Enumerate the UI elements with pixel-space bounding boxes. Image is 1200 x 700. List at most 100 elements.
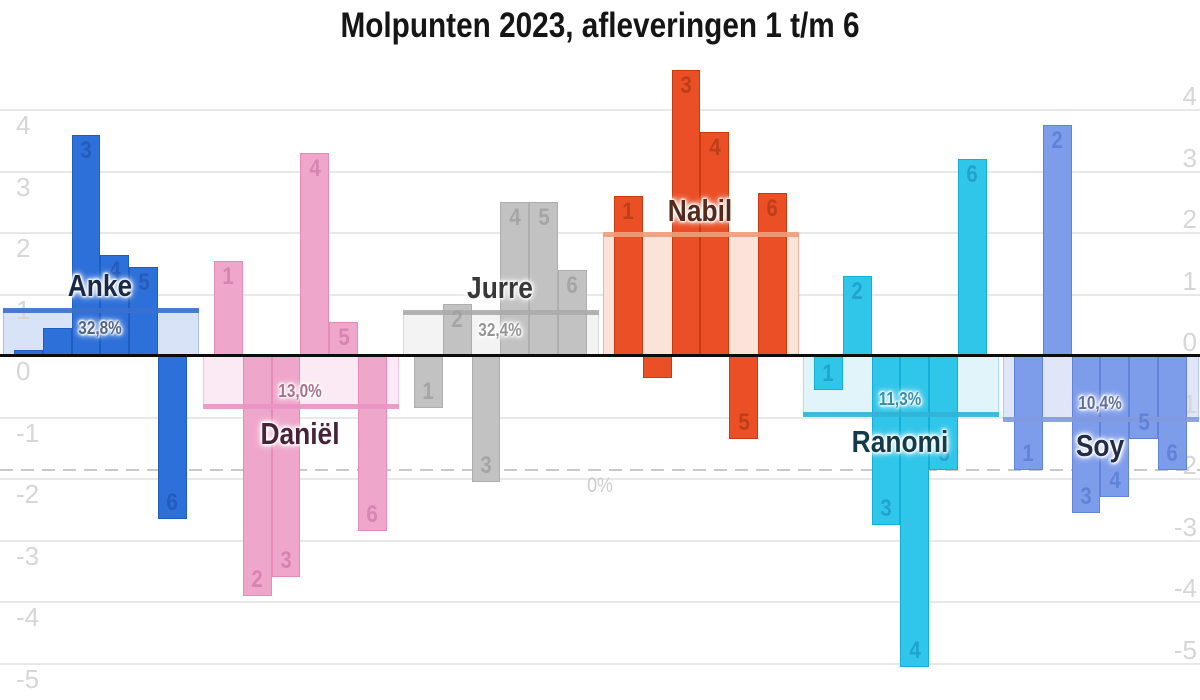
bar-ranomi-ep3 (871, 356, 901, 526)
name-label-danil: Daniël (260, 415, 340, 451)
bar-label-jurre-ep4: 4 (509, 204, 521, 232)
bar-nabil-ep4 (700, 131, 730, 356)
bar-label-anke-ep6: 6 (166, 488, 179, 516)
name-label-ranomi: Ranomi (851, 423, 949, 459)
bar-label-soy-ep3: 3 (1080, 482, 1092, 510)
bar-label-ranomi-ep4: 4 (909, 636, 921, 664)
bar-label-ranomi-ep2: 2 (851, 278, 863, 306)
bar-label-soy-ep1: 1 (1022, 439, 1035, 467)
gridline--5 (0, 662, 1200, 665)
name-label-jurre: Jurre (467, 270, 533, 306)
bar-jurre-ep4 (500, 202, 530, 356)
name-label-soy: Soy (1075, 428, 1125, 464)
bar-ranomi-ep6 (958, 159, 987, 356)
y-axis-label-left--2: -2 (16, 479, 40, 509)
bar-nabil-ep6 (758, 193, 787, 356)
zero-line (0, 354, 1200, 357)
bar-label-jurre-ep2: 2 (451, 305, 463, 333)
bar-nabil-ep3 (671, 70, 701, 356)
bar-label-danil-ep1: 1 (222, 262, 235, 290)
bar-soy-ep3 (1071, 356, 1101, 513)
bar-nabil-ep5 (729, 356, 758, 440)
bar-label-soy-ep4: 4 (1109, 467, 1121, 495)
bar-label-jurre-ep6: 6 (566, 271, 579, 299)
bar-label-soy-ep5: 5 (1137, 409, 1150, 437)
bar-label-anke-ep4: 4 (109, 256, 121, 284)
pct-label-jurre: 32,4% (478, 320, 522, 341)
bar-label-anke-ep3: 3 (80, 136, 92, 164)
band-line-soy (1003, 416, 1199, 422)
bar-label-danil-ep4: 4 (309, 155, 321, 183)
band-line-nabil (603, 232, 799, 238)
bar-soy-ep6 (1158, 356, 1187, 470)
bar-soy-ep2 (1042, 125, 1072, 356)
bar-label-jurre-ep3: 3 (480, 452, 492, 480)
bar-danil-ep2 (242, 356, 272, 596)
bar-label-ranomi-ep5: 5 (937, 439, 950, 467)
y-axis-label-left--4: -4 (16, 602, 40, 632)
y-axis-label-right-2: 2 (1182, 204, 1197, 234)
bar-label-jurre-ep1: 1 (422, 378, 435, 406)
bar-danil-ep3 (271, 356, 301, 578)
bar-jurre-ep1 (414, 356, 443, 409)
chart-title: Molpunten 2023, afleveringen 1 t/m 6 (340, 6, 860, 45)
bar-label-anke-ep5: 5 (137, 268, 150, 296)
gridline--3 (0, 539, 1200, 542)
bar-danil-ep4 (300, 153, 330, 356)
gridline--2 (0, 478, 1200, 480)
pct-zero-label: 0% (587, 474, 613, 497)
y-axis-label-right--3: -3 (1173, 511, 1197, 542)
gridline--1 (0, 416, 1200, 419)
y-axis-label-right-0: 0 (1182, 327, 1197, 357)
bar-label-ranomi-ep6: 6 (966, 161, 979, 189)
band-line-ranomi (803, 412, 999, 418)
name-label-anke: Anke (67, 268, 133, 304)
bar-danil-ep1 (214, 260, 243, 356)
bar-label-nabil-ep3: 3 (680, 72, 692, 100)
bar-label-ranomi-ep3: 3 (880, 495, 892, 523)
gridline--4 (0, 601, 1200, 603)
pct-zero-dashed-line (0, 469, 1200, 471)
y-axis-label-right-1: 1 (1182, 265, 1197, 296)
pct-label-ranomi: 11,3% (878, 388, 922, 409)
band-line-danil (203, 404, 399, 410)
bar-anke-ep2 (42, 328, 72, 356)
y-axis-label-left-3: 3 (16, 171, 31, 202)
bar-danil-ep6 (358, 356, 387, 532)
gridline-3 (0, 170, 1200, 173)
pct-label-danil: 13,0% (278, 380, 322, 401)
bar-soy-ep5 (1129, 356, 1158, 440)
band-line-jurre (403, 309, 599, 315)
y-axis-label-right-3: 3 (1182, 142, 1197, 173)
bar-label-ranomi-ep1: 1 (822, 359, 835, 387)
bar-jurre-ep3 (471, 356, 501, 483)
bar-ranomi-ep4 (900, 356, 930, 667)
bar-nabil-ep2 (642, 356, 672, 378)
bar-soy-ep4 (1100, 356, 1130, 498)
gridline-2 (0, 232, 1200, 234)
y-axis-label-right-4: 4 (1182, 81, 1197, 111)
bar-label-nabil-ep4: 4 (709, 133, 721, 161)
bar-ranomi-ep1 (814, 356, 843, 390)
bar-label-danil-ep2: 2 (251, 565, 263, 593)
y-axis-label-left--5: -5 (16, 663, 40, 694)
bar-label-soy-ep2: 2 (1051, 127, 1063, 155)
band-line-anke (3, 307, 199, 313)
bar-label-danil-ep3: 3 (280, 547, 292, 575)
bar-anke-ep4 (100, 254, 130, 356)
bar-ranomi-ep2 (842, 276, 872, 356)
bar-anke-ep6 (158, 356, 187, 519)
bar-label-soy-ep6: 6 (1166, 439, 1179, 467)
gridline-1 (0, 293, 1200, 296)
bar-soy-ep1 (1014, 356, 1043, 470)
bar-label-nabil-ep1: 1 (622, 198, 635, 226)
bar-label-nabil-ep6: 6 (766, 195, 779, 223)
gridline-4 (0, 109, 1200, 111)
y-axis-label-right--4: -4 (1173, 573, 1197, 603)
y-axis-label-left-4: 4 (16, 110, 31, 140)
pct-label-anke: 32,8% (78, 318, 122, 339)
y-axis-label-left--3: -3 (16, 540, 40, 571)
bar-label-nabil-ep5: 5 (737, 409, 750, 437)
bar-jurre-ep5 (529, 202, 558, 356)
